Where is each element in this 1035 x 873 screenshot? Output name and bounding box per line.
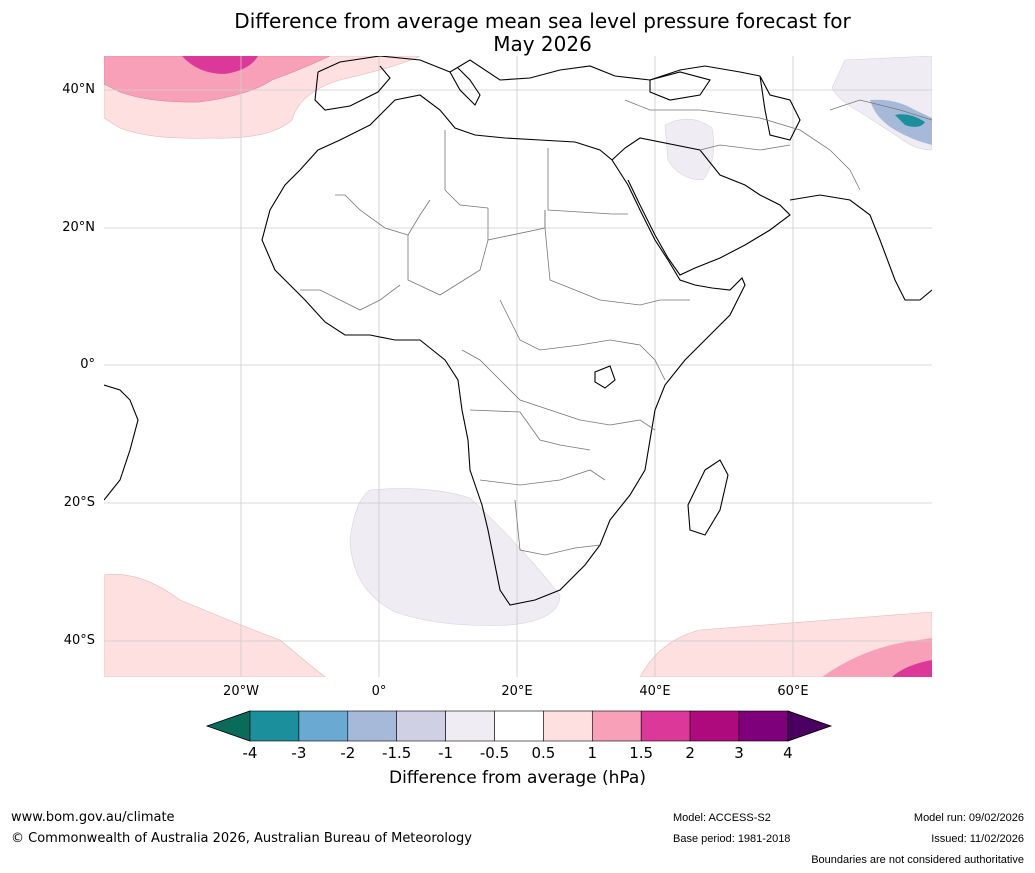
colorbar-tick-label: -1.5 <box>382 744 412 762</box>
colorbar-tick-label: -4 <box>242 744 258 762</box>
africa-coastline <box>261 94 746 606</box>
lon-label-40e: 40°E <box>639 684 671 699</box>
anomaly-central-asia-blue <box>870 99 932 145</box>
colorbar-tick-label: -3 <box>291 744 307 762</box>
footer-model-run: Model run: 09/02/2026 <box>913 812 1024 824</box>
footer-disclaimer: Boundaries are not considered authoritat… <box>811 854 1024 866</box>
footer-url: www.bom.gov.au/climate <box>11 810 175 825</box>
anomaly-southeast-band-high <box>892 660 932 677</box>
title-line-1: Difference from average mean sea level p… <box>234 9 851 33</box>
anomaly-middle-east <box>664 118 714 181</box>
coastlines <box>104 56 932 606</box>
south-asia-coastline <box>789 194 932 301</box>
map-title: Difference from average mean sea level p… <box>0 10 1035 56</box>
lake-victoria <box>594 365 616 389</box>
colorbar-label: Difference from average (hPa) <box>389 768 646 788</box>
south-america-coastline <box>104 384 139 501</box>
title-line-2: May 2026 <box>493 32 592 56</box>
europe-coastline <box>317 56 761 81</box>
colorbar-tick-label: 1 <box>587 744 598 762</box>
black-sea-coastline <box>649 71 711 101</box>
anomaly-southwest-band <box>104 574 326 677</box>
arabia-coastline <box>611 137 791 276</box>
madagascar-coastline <box>687 459 729 536</box>
colorbar-tick-label: -2 <box>340 744 356 762</box>
lat-label-40n: 40°N <box>62 82 95 97</box>
graticule <box>104 56 932 677</box>
footer-issued: Issued: 11/02/2026 <box>931 833 1024 845</box>
colorbar-tick-label: 4 <box>783 744 793 762</box>
anomaly-central-asia-teal <box>895 114 925 127</box>
caspian-coastline <box>759 75 801 141</box>
colorbar-tick-label: 2 <box>685 744 695 762</box>
footer-copyright: © Commonwealth of Australia 2026, Austra… <box>11 831 472 846</box>
italy-coastline <box>449 67 481 106</box>
lat-label-20n: 20°N <box>62 220 95 235</box>
footer-model: Model: ACCESS-S2 <box>673 812 771 824</box>
anomaly-southeast-band-mid <box>822 638 932 677</box>
colorbar-tick-label: 3 <box>734 744 744 762</box>
colorbar-tick-label: 0.5 <box>531 744 556 762</box>
anomaly-north-atlantic-mid <box>104 56 331 103</box>
lat-label-40s: 40°S <box>63 633 95 648</box>
lon-label-20e: 20°E <box>501 684 533 699</box>
iberia-coastline <box>314 65 391 111</box>
lon-label-0: 0° <box>371 684 387 699</box>
lon-label-60e: 60°E <box>777 684 809 699</box>
colorbar-tick-label: -0.5 <box>479 744 510 762</box>
lat-label-0: 0° <box>80 357 95 372</box>
anomaly-south-atlantic <box>349 488 561 626</box>
lat-label-20s: 20°S <box>63 495 95 510</box>
colorbar-tick-label: 1.5 <box>629 744 654 762</box>
country-borders <box>300 99 932 556</box>
footer-base-period: Base period: 1981-2018 <box>673 833 791 845</box>
colorbar-tick-label: -1 <box>438 744 454 762</box>
anomaly-north-atlantic-high <box>182 56 258 74</box>
lon-label-20w: 20°W <box>223 684 259 699</box>
